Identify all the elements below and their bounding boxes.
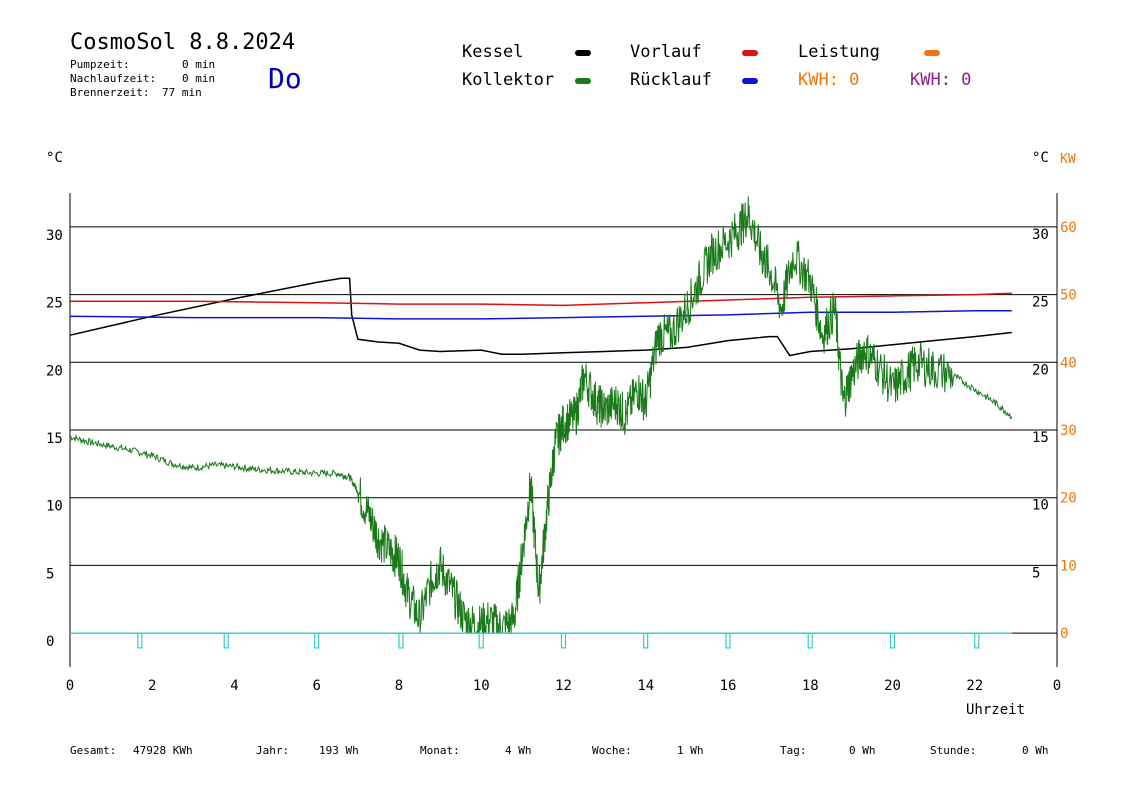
legend-leistung-swatch xyxy=(924,50,940,56)
info-nachlaufzeit-value: 0 min xyxy=(182,72,216,85)
legend-kessel-label: Kessel xyxy=(462,42,524,62)
x-tick-label: 0 xyxy=(66,678,74,694)
right-axis-unit-c: °C xyxy=(1032,150,1049,166)
footer-monat-value: 4 Wh xyxy=(505,744,532,757)
pump-pulse xyxy=(725,632,731,649)
footer-woche-label: Woche: xyxy=(592,744,632,757)
right-c-tick-label: 25 xyxy=(1032,295,1049,311)
legend-kwh-purple: KWH: 0 xyxy=(910,70,972,90)
series-line-rcklauf xyxy=(69,310,1012,320)
pump-pulse xyxy=(643,632,649,649)
footer-monat-label: Monat: xyxy=(420,744,460,757)
right-c-tick-label: 30 xyxy=(1032,227,1049,243)
footer-stunde-label: Stunde: xyxy=(930,744,977,757)
legend-vorlauf-label: Vorlauf xyxy=(630,42,702,62)
pump-pulse xyxy=(889,632,896,649)
right-kw-tick-label: 10 xyxy=(1060,558,1077,574)
pump-pulse xyxy=(314,632,320,649)
x-tick-label: 20 xyxy=(884,678,901,694)
x-tick-label: 8 xyxy=(395,678,403,694)
right-kw-tick-label: 20 xyxy=(1060,491,1077,507)
right-kw-tick-label: 0 xyxy=(1060,626,1068,642)
left-tick-label: 0 xyxy=(46,634,54,650)
right-kw-tick-label: 60 xyxy=(1060,220,1077,236)
right-c-tick-label: 10 xyxy=(1032,498,1049,514)
footer-jahr-value: 193 Wh xyxy=(319,744,359,757)
right-kw-tick-label: 30 xyxy=(1060,423,1077,439)
x-tick-label: 6 xyxy=(313,678,321,694)
pump-pulse xyxy=(398,632,404,649)
left-tick-label: 20 xyxy=(46,363,63,379)
footer-tag-value: 0 Wh xyxy=(849,744,876,757)
x-tick-label: 18 xyxy=(802,678,819,694)
footer-gesamt-label: Gesamt: xyxy=(70,744,117,757)
x-tick-label: 0 xyxy=(1053,678,1061,694)
legend-kwh-orange: KWH: 0 xyxy=(798,70,860,90)
right-kw-tick-label: 40 xyxy=(1060,355,1077,371)
right-c-tick-label: 20 xyxy=(1032,362,1049,378)
legend-ruecklauf-swatch xyxy=(742,78,758,84)
left-tick-label: 15 xyxy=(46,431,63,447)
right-axis-unit-kw: KW xyxy=(1060,152,1076,167)
left-tick-label: 10 xyxy=(46,499,63,515)
footer-woche-value: 1 Wh xyxy=(677,744,704,757)
left-axis-unit: °C xyxy=(46,150,63,166)
info-pumpzeit-label: Pumpzeit: xyxy=(70,58,130,71)
x-tick-label: 14 xyxy=(637,678,654,694)
footer-tag-label: Tag: xyxy=(780,744,807,757)
pump-pulse xyxy=(223,632,229,649)
weekday-label: Do xyxy=(268,62,302,95)
x-tick-label: 16 xyxy=(720,678,737,694)
legend-kollektor-label: Kollektor xyxy=(462,70,555,90)
pump-pulse xyxy=(560,632,567,649)
chart-title: CosmoSol 8.8.2024 xyxy=(70,30,296,55)
legend-kessel-swatch xyxy=(575,50,591,56)
legend-ruecklauf-label: Rücklauf xyxy=(630,70,712,90)
x-tick-label: 12 xyxy=(555,678,572,694)
right-c-tick-label: 15 xyxy=(1032,430,1049,446)
pump-pulse xyxy=(478,632,484,649)
right-c-tick-label: 5 xyxy=(1032,565,1040,581)
legend-leistung-label: Leistung xyxy=(798,42,880,62)
left-tick-label: 30 xyxy=(46,228,63,244)
legend-vorlauf-swatch xyxy=(742,50,758,56)
footer-jahr-label: Jahr: xyxy=(256,744,290,757)
pump-pulse xyxy=(137,632,143,649)
info-brennerzeit-label: Brennerzeit: xyxy=(70,86,150,99)
x-tick-label: 2 xyxy=(148,678,156,694)
x-axis-label: Uhrzeit xyxy=(966,702,1026,718)
footer-gesamt-value: 47928 KWh xyxy=(133,744,193,757)
footer-stunde-value: 0 Wh xyxy=(1022,744,1049,757)
pump-pulse xyxy=(974,632,980,649)
series-line-kollektor xyxy=(69,196,1013,634)
series-line-vorlauf xyxy=(70,292,1012,307)
x-tick-label: 4 xyxy=(230,678,238,694)
legend-kollektor-swatch xyxy=(575,78,591,84)
info-nachlaufzeit-label: Nachlaufzeit: xyxy=(70,72,157,85)
series-line-kessel xyxy=(69,277,1012,357)
left-tick-label: 25 xyxy=(46,296,63,312)
right-kw-tick-label: 50 xyxy=(1060,288,1077,304)
left-tick-label: 5 xyxy=(46,566,54,582)
x-tick-label: 22 xyxy=(966,678,983,694)
info-brennerzeit-value: 77 min xyxy=(162,86,202,99)
pump-pulse xyxy=(807,632,813,649)
info-pumpzeit-value: 0 min xyxy=(182,58,216,71)
x-tick-label: 10 xyxy=(473,678,490,694)
